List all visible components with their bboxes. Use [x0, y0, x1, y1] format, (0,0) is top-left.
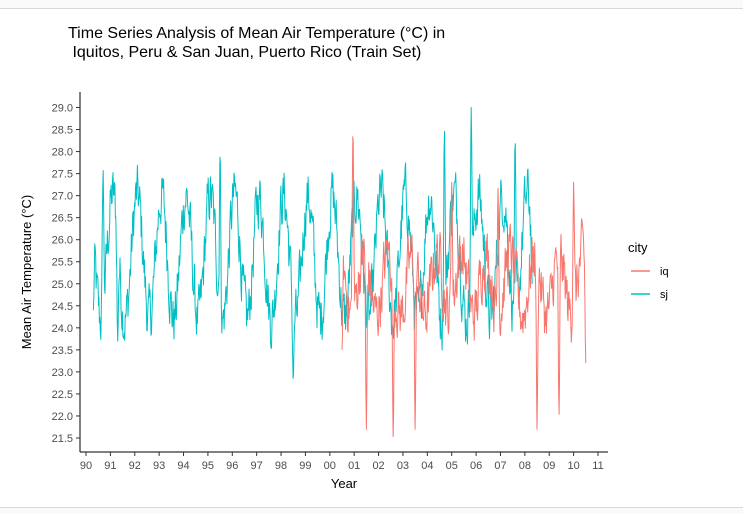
y-tick-label: 27.0 [52, 191, 73, 203]
x-axis-title: Year [331, 476, 358, 491]
x-tick-label: 00 [324, 460, 336, 472]
x-tick-label: 02 [372, 460, 384, 472]
x-tick-label: 11 [592, 460, 603, 472]
y-tick-label: 22.0 [52, 411, 73, 423]
legend: city iq sj [628, 240, 669, 301]
legend-title: city [628, 240, 648, 255]
y-tick-label: 23.0 [52, 367, 73, 379]
x-tick-label: 09 [543, 460, 555, 472]
x-tick-label: 97 [251, 460, 263, 472]
y-tick-label: 25.5 [52, 257, 73, 269]
x-tick-label: 94 [177, 460, 189, 472]
y-axis: 21.5 22.0 22.5 23.0 23.5 24.0 24.5 25.0 25.5 26.0… [52, 92, 81, 452]
bottom-frame-edge [0, 507, 743, 514]
y-tick-label: 28.5 [52, 125, 73, 137]
x-tick-label: 98 [275, 460, 287, 472]
x-tick-label: 04 [421, 460, 433, 472]
x-axis: 90 91 92 93 94 95 96 97 98 99 00 01 02 03 04 05 06 07 08 09… [80, 451, 608, 472]
top-frame-edge [0, 0, 743, 9]
chart-title: Time Series Analysis of Mean Air Tempera… [68, 24, 445, 62]
y-tick-label: 22.5 [52, 389, 73, 401]
series-lines [92, 107, 587, 438]
x-tick-label: 99 [299, 460, 311, 472]
x-tick-label: 01 [348, 460, 360, 472]
series-line-sj [92, 107, 533, 379]
x-tick-label: 06 [470, 460, 482, 472]
x-tick-label: 95 [202, 460, 214, 472]
legend-label-sj: sj [660, 289, 668, 301]
x-tick-label: 96 [226, 460, 238, 472]
y-tick-label: 24.0 [52, 323, 73, 335]
y-tick-label: 26.5 [52, 213, 73, 225]
x-tick-label: 05 [446, 460, 458, 472]
x-tick-label: 03 [397, 460, 409, 472]
y-tick-label: 23.5 [52, 345, 73, 357]
y-tick-label: 25.0 [52, 279, 73, 291]
chart-title-line-1: Time Series Analysis of Mean Air Tempera… [68, 25, 446, 42]
y-tick-label: 21.5 [52, 433, 73, 445]
x-tick-label: 08 [519, 460, 531, 472]
legend-label-iq: iq [660, 266, 669, 278]
x-tick-label: 92 [129, 460, 141, 472]
chart-title-line-2: Iquitos, Peru & San Juan, Puerto Rico (T… [68, 44, 422, 61]
x-tick-label: 90 [80, 460, 92, 472]
y-tick-label: 26.0 [52, 235, 73, 247]
x-tick-label: 93 [153, 460, 165, 472]
y-tick-label: 27.5 [52, 169, 73, 181]
x-tick-label: 10 [567, 460, 579, 472]
y-tick-label: 29.0 [52, 103, 73, 115]
y-tick-label: 28.0 [52, 147, 73, 159]
x-tick-label: 07 [494, 460, 506, 472]
y-tick-label: 24.5 [52, 301, 73, 313]
series-line-iq [341, 136, 587, 438]
x-tick-label: 91 [104, 460, 116, 472]
y-axis-title: Mean Air Temperature (°C) [19, 195, 34, 350]
